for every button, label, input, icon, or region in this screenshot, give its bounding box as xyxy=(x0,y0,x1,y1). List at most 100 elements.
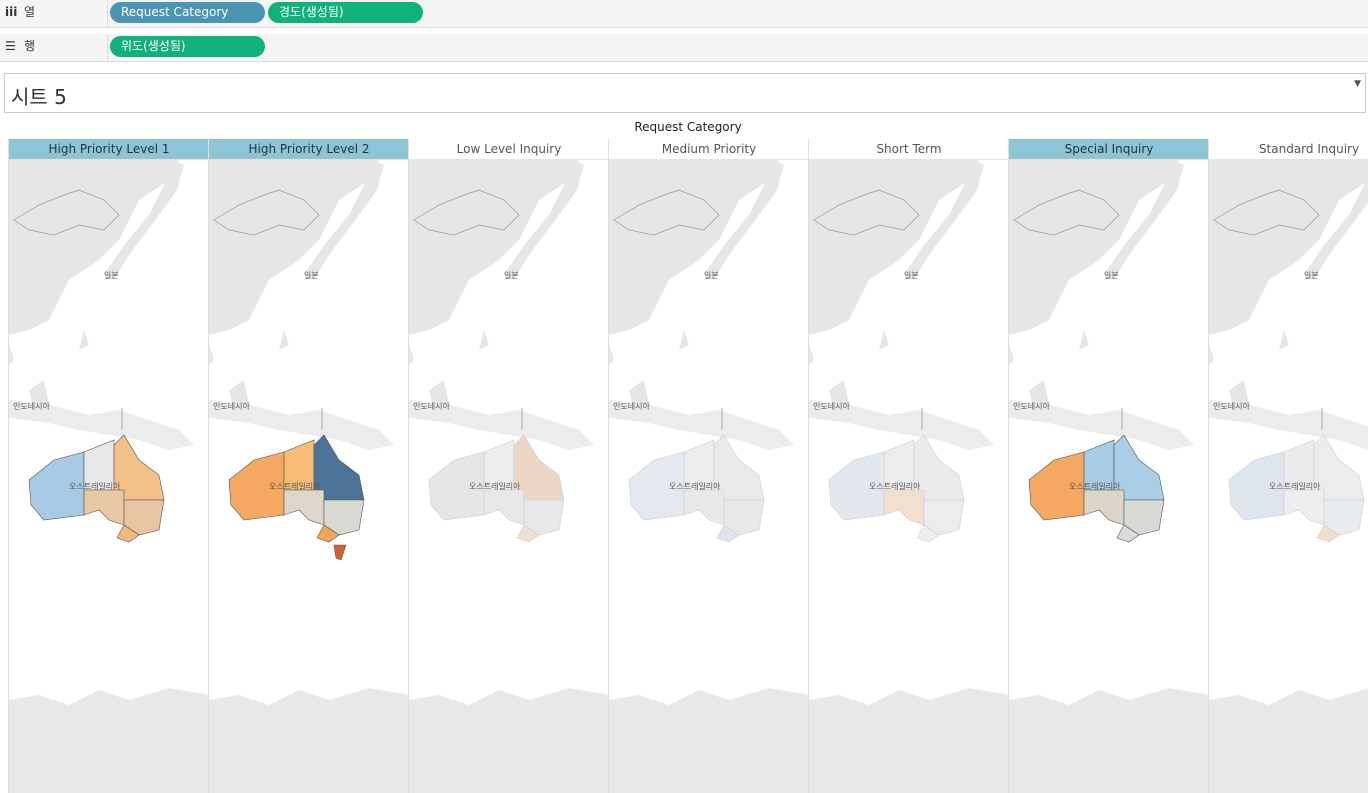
state-nsw xyxy=(1323,499,1365,536)
state-nsw xyxy=(523,499,565,536)
column-header[interactable]: Low Level Inquiry xyxy=(409,139,609,160)
asia-border xyxy=(213,189,320,236)
map-column: Medium Priority 일본 인도네시아 오스트레일리아 xyxy=(608,139,809,793)
state-tas xyxy=(1134,545,1146,560)
asia-landmass xyxy=(1009,160,1179,335)
asia-landmass xyxy=(209,160,379,335)
state-vic xyxy=(516,524,540,543)
map-label-australia: 오스트레일리아 xyxy=(1069,481,1121,491)
map-label-indonesia: 인도네시아 xyxy=(1213,401,1250,411)
japan-landmass xyxy=(1304,175,1368,280)
state-vic xyxy=(1116,524,1140,543)
japan-landmass xyxy=(1104,160,1184,280)
rows-label: 행 xyxy=(24,39,36,53)
state-sa xyxy=(283,489,325,526)
map-label-australia: 오스트레일리아 xyxy=(669,481,721,491)
pill-latitude[interactable]: 위도(생성됨) xyxy=(110,36,265,57)
column-header[interactable]: High Priority Level 1 xyxy=(9,139,209,160)
map-label-australia: 오스트레일리아 xyxy=(869,481,921,491)
map-label-japan: 일본 xyxy=(504,271,519,280)
asia-landmass xyxy=(1209,160,1368,335)
map-column: Low Level Inquiry 일본 인도네시아 오스트레일리아 xyxy=(408,139,609,793)
antarctica-landmass xyxy=(609,688,809,793)
state-tas xyxy=(934,545,946,560)
state-tas xyxy=(734,545,746,560)
column-header[interactable]: Special Inquiry xyxy=(1009,139,1209,160)
antarctica-landmass xyxy=(1009,688,1209,793)
map-label-australia: 오스트레일리아 xyxy=(1269,481,1321,491)
state-sa xyxy=(1083,489,1125,526)
antarctica-landmass xyxy=(209,688,409,793)
southeast-asia-landmass xyxy=(1009,330,1089,410)
map-column: High Priority Level 1 일본 인도네시아 오스트레일리아 xyxy=(8,139,209,793)
map-label-japan: 일본 xyxy=(304,271,319,280)
state-tas xyxy=(534,545,546,560)
map-column: Short Term 일본 인도네시아 오스트레일리아 xyxy=(808,139,1009,793)
asia-landmass xyxy=(809,160,979,335)
sheet-title-bar[interactable]: 시트 5 ▼ xyxy=(4,73,1366,113)
map-label-indonesia: 인도네시아 xyxy=(1013,401,1050,411)
column-header[interactable]: Medium Priority xyxy=(609,139,809,160)
indonesia-landmass xyxy=(9,400,194,450)
southeast-asia-landmass xyxy=(9,330,89,410)
state-sa xyxy=(683,489,725,526)
state-nsw xyxy=(923,499,965,536)
map-label-indonesia: 인도네시아 xyxy=(13,401,50,411)
columns-icon: iii xyxy=(5,5,18,19)
state-nsw xyxy=(1123,499,1165,536)
state-sa xyxy=(83,489,125,526)
state-nsw xyxy=(123,499,165,536)
state-vic xyxy=(916,524,940,543)
japan-landmass xyxy=(104,160,184,280)
map-label-indonesia: 인도네시아 xyxy=(813,401,850,411)
pill-longitude[interactable]: 경도(생성됨) xyxy=(268,2,423,23)
rows-icon: ☰ xyxy=(5,39,16,53)
asia-border xyxy=(1013,189,1120,236)
map-label-japan: 일본 xyxy=(104,271,119,280)
asia-landmass xyxy=(409,160,579,335)
indonesia-landmass xyxy=(1009,400,1194,450)
state-nsw xyxy=(323,499,365,536)
southeast-asia-landmass xyxy=(1209,330,1289,410)
columns-shelf: iii 열 Request Category 경도(생성됨) xyxy=(0,0,1368,28)
antarctica-landmass xyxy=(9,688,209,793)
asia-border xyxy=(813,189,920,236)
map-label-japan: 일본 xyxy=(1304,271,1319,280)
sheet-title: 시트 5 xyxy=(11,85,67,109)
column-header[interactable]: Standard Inquiry xyxy=(1209,139,1368,160)
southeast-asia-landmass xyxy=(609,330,689,410)
japan-landmass xyxy=(504,160,584,280)
state-tas xyxy=(1334,545,1346,560)
state-tas xyxy=(333,544,347,561)
asia-border xyxy=(1213,189,1320,236)
rows-shelf: ☰ 행 위도(생성됨) xyxy=(0,34,1368,62)
map-label-australia: 오스트레일리아 xyxy=(69,481,121,491)
state-vic xyxy=(1316,524,1340,543)
column-header[interactable]: High Priority Level 2 xyxy=(209,139,409,160)
pill-request-category[interactable]: Request Category xyxy=(110,2,265,23)
antarctica-landmass xyxy=(1209,688,1368,793)
map-label-japan: 일본 xyxy=(704,271,719,280)
map-label-japan: 일본 xyxy=(904,271,919,280)
indonesia-landmass xyxy=(809,400,994,450)
japan-landmass xyxy=(704,160,784,280)
antarctica-landmass xyxy=(809,688,1009,793)
columns-label: 열 xyxy=(24,5,36,19)
chevron-down-icon[interactable]: ▼ xyxy=(1354,79,1361,89)
column-header[interactable]: Short Term xyxy=(809,139,1009,160)
map-column: High Priority Level 2 일본 인도네시아 오스트레일리아 xyxy=(208,139,409,793)
asia-landmass xyxy=(609,160,779,335)
japan-landmass xyxy=(304,160,384,280)
map-column: Standard Inquiry 일본 인도네시아 오스트레일리아 xyxy=(1208,139,1368,793)
map-column: Special Inquiry 일본 인도네시아 오스트레일리아 xyxy=(1008,139,1209,793)
map-label-indonesia: 인도네시아 xyxy=(413,401,450,411)
map-label-indonesia: 인도네시아 xyxy=(613,401,650,411)
map-label-australia: 오스트레일리아 xyxy=(469,481,521,491)
